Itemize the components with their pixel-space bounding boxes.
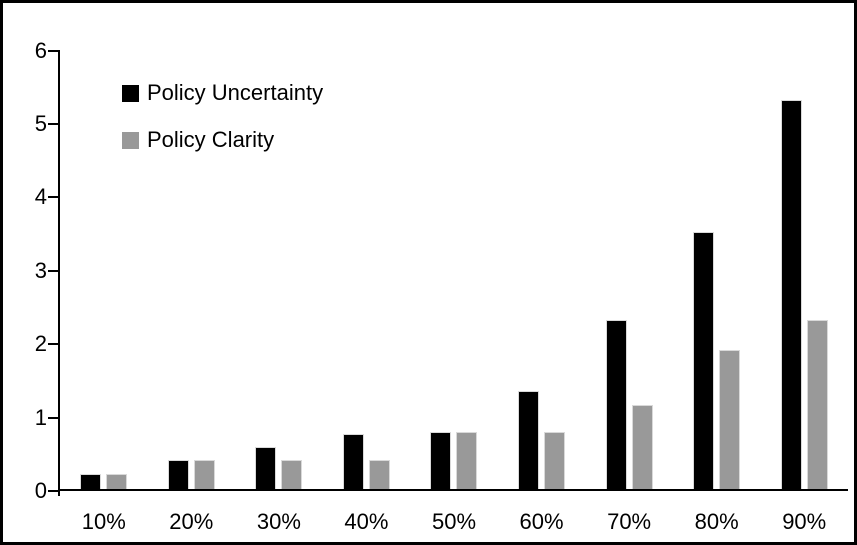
legend-swatch-policy-uncertainty-icon xyxy=(122,84,139,102)
category-group-10% xyxy=(60,50,148,489)
legend-swatch-policy-clarity-icon xyxy=(122,131,139,149)
y-tick-label-5: 5 xyxy=(34,111,47,136)
legend-label-policy-uncertainty: Policy Uncertainty xyxy=(147,80,324,105)
legend-item-policy-uncertainty: Policy Uncertainty xyxy=(122,79,323,107)
legend: Policy Uncertainty Policy Clarity xyxy=(122,79,323,173)
y-tick-label-1: 1 xyxy=(34,404,47,430)
category-group-80% xyxy=(673,50,761,489)
category-group-20% xyxy=(148,50,236,489)
bar-policy-uncertainty-70% xyxy=(605,320,627,489)
y-tick-4 xyxy=(48,196,58,199)
y-tick-label-2: 2 xyxy=(34,331,47,357)
bar-policy-uncertainty-30% xyxy=(255,447,277,489)
x-axis xyxy=(58,489,848,491)
legend-label-policy-clarity: Policy Clarity xyxy=(147,127,275,152)
x-tick-label-70%: 70% xyxy=(607,509,652,534)
bar-policy-clarity-50% xyxy=(456,432,478,489)
y-tick-2 xyxy=(48,343,58,346)
bar-policy-clarity-90% xyxy=(806,320,828,489)
bar-policy-uncertainty-20% xyxy=(167,460,189,489)
x-tick-label-30%: 30% xyxy=(256,509,301,534)
y-tick-6 xyxy=(48,49,58,52)
bar-policy-clarity-60% xyxy=(544,432,566,489)
bar-policy-clarity-70% xyxy=(631,404,653,489)
y-tick-label-0: 0 xyxy=(34,478,47,503)
x-tick-label-10%: 10% xyxy=(81,509,126,534)
y-tick-1 xyxy=(48,416,58,419)
y-axis xyxy=(58,50,60,496)
category-group-70% xyxy=(585,50,673,489)
bar-policy-clarity-20% xyxy=(193,460,215,489)
x-tick-label-20%: 20% xyxy=(169,509,214,534)
category-group-30% xyxy=(235,50,323,489)
bar-policy-uncertainty-50% xyxy=(430,432,452,489)
x-tick-label-40%: 40% xyxy=(344,509,389,534)
category-group-50% xyxy=(410,50,498,489)
x-tick-label-60%: 60% xyxy=(519,509,564,534)
bar-policy-clarity-80% xyxy=(719,349,741,489)
y-tick-5 xyxy=(48,123,58,125)
legend-item-policy-clarity: Policy Clarity xyxy=(122,126,323,154)
x-tick-label-90%: 90% xyxy=(782,509,827,534)
bar-policy-uncertainty-80% xyxy=(693,232,715,489)
y-tick-0 xyxy=(48,490,58,492)
bar-policy-clarity-30% xyxy=(281,460,303,489)
bar-policy-uncertainty-90% xyxy=(780,99,802,489)
y-tick-label-6: 6 xyxy=(34,37,47,63)
bar-policy-uncertainty-40% xyxy=(342,433,364,489)
category-group-60% xyxy=(498,50,586,489)
category-group-40% xyxy=(323,50,411,489)
bar-policy-uncertainty-10% xyxy=(80,474,102,489)
x-tick-label-50%: 50% xyxy=(431,509,477,534)
y-tick-3 xyxy=(48,269,58,272)
y-tick-label-4: 4 xyxy=(34,184,47,210)
bar-policy-uncertainty-60% xyxy=(518,391,540,489)
x-tick-label-80%: 80% xyxy=(694,509,739,534)
bar-policy-clarity-40% xyxy=(368,460,390,489)
bar-policy-clarity-10% xyxy=(106,474,128,489)
y-tick-label-3: 3 xyxy=(34,257,47,283)
category-group-90% xyxy=(760,50,848,489)
